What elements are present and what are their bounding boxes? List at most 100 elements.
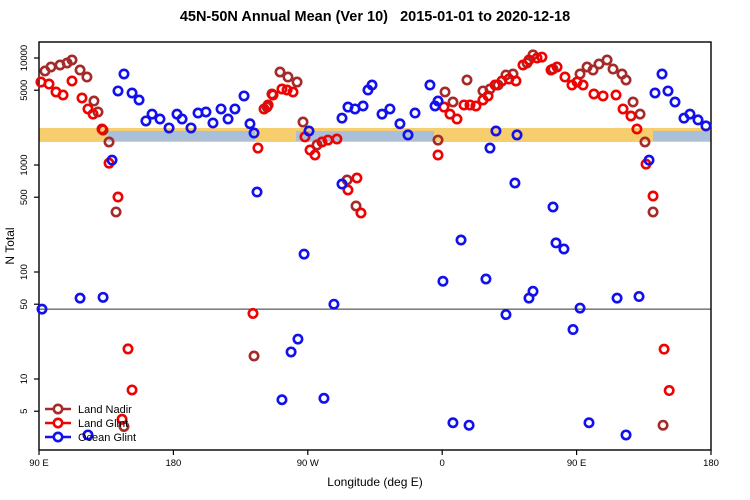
land-glint-point: [287, 86, 299, 98]
land-nadir-point: [88, 95, 100, 107]
land-nadir-point: [447, 96, 459, 108]
land-glint-point: [588, 88, 600, 100]
land-glint-point: [316, 136, 328, 148]
y-axis-tick-label: 50: [19, 299, 30, 310]
land-glint-point: [444, 108, 456, 120]
land-nadir-point: [45, 61, 57, 73]
land-glint-point: [551, 61, 563, 73]
ocean-glint-point: [700, 120, 712, 132]
ocean-glint-point: [490, 125, 502, 137]
land-glint-point: [116, 413, 128, 425]
ocean-glint-point: [620, 429, 632, 441]
x-axis-tick-label: 90 E: [29, 458, 49, 469]
land-glint-point: [531, 52, 543, 64]
y-axis-tick-label: 500: [19, 189, 30, 205]
legend-label: Land Glint: [78, 418, 128, 430]
land-nadir-point: [647, 206, 659, 218]
legend-label: Ocean Glint: [78, 432, 136, 444]
land-nadir-point: [248, 350, 260, 362]
land-glint-point: [647, 190, 659, 202]
land-glint-point: [112, 191, 124, 203]
land-glint-point: [309, 149, 321, 161]
ocean-glint-point: [684, 108, 696, 120]
ocean-expected-band: [653, 130, 711, 141]
legend-point-symbol: [52, 431, 64, 443]
x-axis-tick-label: 180: [165, 458, 181, 469]
y-axis-title: N Total: [3, 227, 17, 264]
ocean-glint-point: [112, 85, 124, 97]
land-glint-point: [458, 99, 470, 111]
legend-point-symbol: [52, 403, 64, 415]
land-nadir-point: [601, 54, 613, 66]
land-glint-point: [252, 142, 264, 154]
land-glint-point: [610, 89, 622, 101]
land-nadir-point: [81, 71, 93, 83]
x-axis-tick-label: 0: [440, 458, 445, 469]
land-nadir-point: [432, 134, 444, 146]
land-glint-point: [617, 103, 629, 115]
ocean-glint-point: [298, 248, 310, 260]
ocean-glint-point: [376, 108, 388, 120]
land-glint-point: [559, 71, 571, 83]
land-nadir-point: [587, 64, 599, 76]
land-nadir-point: [607, 63, 619, 75]
ocean-glint-point: [118, 68, 130, 80]
land-glint-point: [66, 75, 78, 87]
ocean-glint-point: [547, 201, 559, 213]
legend-label: Land Nadir: [78, 404, 132, 416]
ocean-glint-point: [82, 429, 94, 441]
land-nadir-point: [350, 200, 362, 212]
ocean-glint-point: [36, 303, 48, 315]
land-glint-point: [262, 99, 274, 111]
land-glint-point: [625, 110, 637, 122]
ocean-glint-point: [662, 85, 674, 97]
land-nadir-point: [639, 136, 651, 148]
ocean-glint-point: [133, 94, 145, 106]
y-axis-tick-label: 5000: [19, 80, 30, 101]
land-glint-point: [331, 133, 343, 145]
land-glint-point: [267, 89, 279, 101]
ocean-glint-point: [484, 142, 496, 154]
land-nadir-point: [439, 86, 451, 98]
plot-dynamic-layer: 90 E 180 90 W 0 90 E 180 5 10 50 100 500 1000 5000 10…: [19, 41, 719, 469]
land-glint-point: [597, 90, 609, 102]
ocean-glint-point: [318, 392, 330, 404]
land-nadir-point: [297, 116, 309, 128]
ocean-glint-point: [432, 95, 444, 107]
ocean-glint-point: [394, 118, 406, 130]
land-nadir-point: [657, 419, 669, 431]
ocean-glint-point: [409, 107, 421, 119]
ocean-glint-point: [292, 333, 304, 345]
land-glint-point: [122, 343, 134, 355]
ocean-glint-point: [611, 292, 623, 304]
page-title: 45N-50N Annual Mean (Ver 10) 2015-01-01 …: [180, 9, 570, 25]
land-glint-point: [658, 343, 670, 355]
x-axis-tick-label: 90 W: [297, 458, 319, 469]
ocean-glint-point: [176, 113, 188, 125]
ocean-glint-point: [437, 275, 449, 287]
x-axis-tick-label: 180: [703, 458, 719, 469]
y-axis-tick-label: 10000: [19, 45, 30, 71]
land-glint-point: [87, 108, 99, 120]
ocean-glint-point: [185, 122, 197, 134]
land-nadir-point: [620, 74, 632, 86]
ocean-glint-point: [402, 129, 414, 141]
ocean-glint-point: [303, 125, 315, 137]
x-axis-title: Longitude (deg E): [327, 475, 422, 489]
ocean-glint-point: [500, 309, 512, 321]
ocean-glint-point: [244, 118, 256, 130]
ocean-glint-point: [511, 129, 523, 141]
land-glint-point: [631, 123, 643, 135]
ocean-glint-point: [550, 237, 562, 249]
ocean-glint-point: [574, 302, 586, 314]
land-glint-point: [342, 184, 354, 196]
ocean-glint-point: [276, 394, 288, 406]
ocean-glint-point: [97, 291, 109, 303]
ocean-glint-point: [558, 243, 570, 255]
land-nadir-point: [110, 206, 122, 218]
land-glint-point: [281, 84, 293, 96]
ocean-glint-point: [163, 122, 175, 134]
land-nadir-point: [66, 54, 78, 66]
